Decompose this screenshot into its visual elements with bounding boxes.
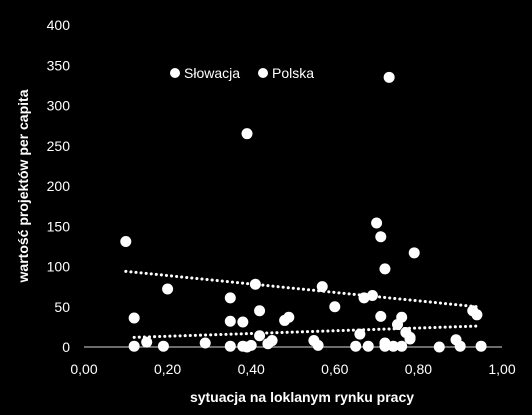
y-tick-label: 150	[47, 218, 71, 234]
data-point	[475, 340, 487, 352]
data-point	[371, 217, 383, 229]
y-tick-label: 100	[47, 259, 71, 275]
data-point	[199, 337, 211, 349]
data-point	[241, 128, 253, 140]
data-point	[141, 336, 153, 348]
data-point	[387, 340, 399, 352]
data-point	[245, 339, 257, 351]
data-point	[283, 311, 295, 323]
y-tick-label: 250	[47, 138, 71, 154]
data-point	[379, 263, 391, 275]
data-point	[358, 292, 370, 304]
data-point	[379, 337, 391, 349]
trendline	[132, 324, 479, 339]
data-point	[128, 312, 140, 324]
data-point	[312, 339, 324, 351]
data-point	[224, 315, 236, 327]
data-point	[316, 281, 328, 293]
trendline	[124, 269, 479, 309]
y-tick-label: 300	[47, 98, 71, 114]
x-tick-label: 0,40	[238, 361, 265, 377]
data-point	[249, 278, 261, 290]
data-point	[354, 328, 366, 340]
data-point	[162, 283, 174, 295]
data-point	[454, 340, 466, 352]
data-point	[375, 231, 387, 243]
y-tick-labels: 0 50 100 150 200 250 300 350 400	[47, 17, 71, 355]
y-axis-title: wartość projektów per capita	[15, 89, 31, 283]
data-point	[120, 236, 132, 248]
data-point	[383, 71, 395, 83]
data-point	[362, 340, 374, 352]
data-points	[120, 71, 487, 353]
data-point	[254, 330, 266, 342]
x-tick-label: 0,80	[405, 361, 432, 377]
data-point	[254, 305, 266, 317]
legend-label-polska: Polska	[272, 65, 314, 81]
data-point	[396, 340, 408, 352]
data-point	[433, 341, 445, 353]
data-point	[471, 309, 483, 321]
data-point	[408, 247, 420, 259]
data-point	[224, 340, 236, 352]
data-point	[237, 316, 249, 328]
data-point	[366, 289, 378, 301]
y-tick-label: 200	[47, 178, 71, 194]
legend-marker-polska	[258, 68, 268, 78]
y-tick-label: 350	[47, 57, 71, 73]
data-point	[128, 340, 140, 352]
x-axis-title: sytuacja na loklanym rynku pracy	[190, 389, 414, 405]
data-point	[350, 340, 362, 352]
y-tick-label: 0	[62, 339, 70, 355]
x-tick-label: 0,20	[154, 361, 181, 377]
data-point	[224, 292, 236, 304]
data-point	[375, 310, 387, 322]
y-tick-label: 50	[54, 299, 70, 315]
legend: Słowacja Polska	[170, 65, 314, 81]
x-tick-label: 1,00	[488, 361, 515, 377]
x-tick-label: 0,60	[321, 361, 348, 377]
data-point	[404, 333, 416, 345]
legend-label-slowacja: Słowacja	[184, 65, 240, 81]
data-point	[329, 301, 341, 313]
y-tick-label: 400	[47, 17, 71, 33]
data-point	[157, 340, 169, 352]
legend-marker-slowacja	[170, 68, 180, 78]
data-point	[396, 311, 408, 323]
x-tick-labels: 0,00 0,20 0,40 0,60 0,80 1,00	[70, 361, 515, 377]
trendlines	[124, 269, 479, 339]
x-tick-label: 0,00	[70, 361, 97, 377]
data-point	[266, 335, 278, 347]
